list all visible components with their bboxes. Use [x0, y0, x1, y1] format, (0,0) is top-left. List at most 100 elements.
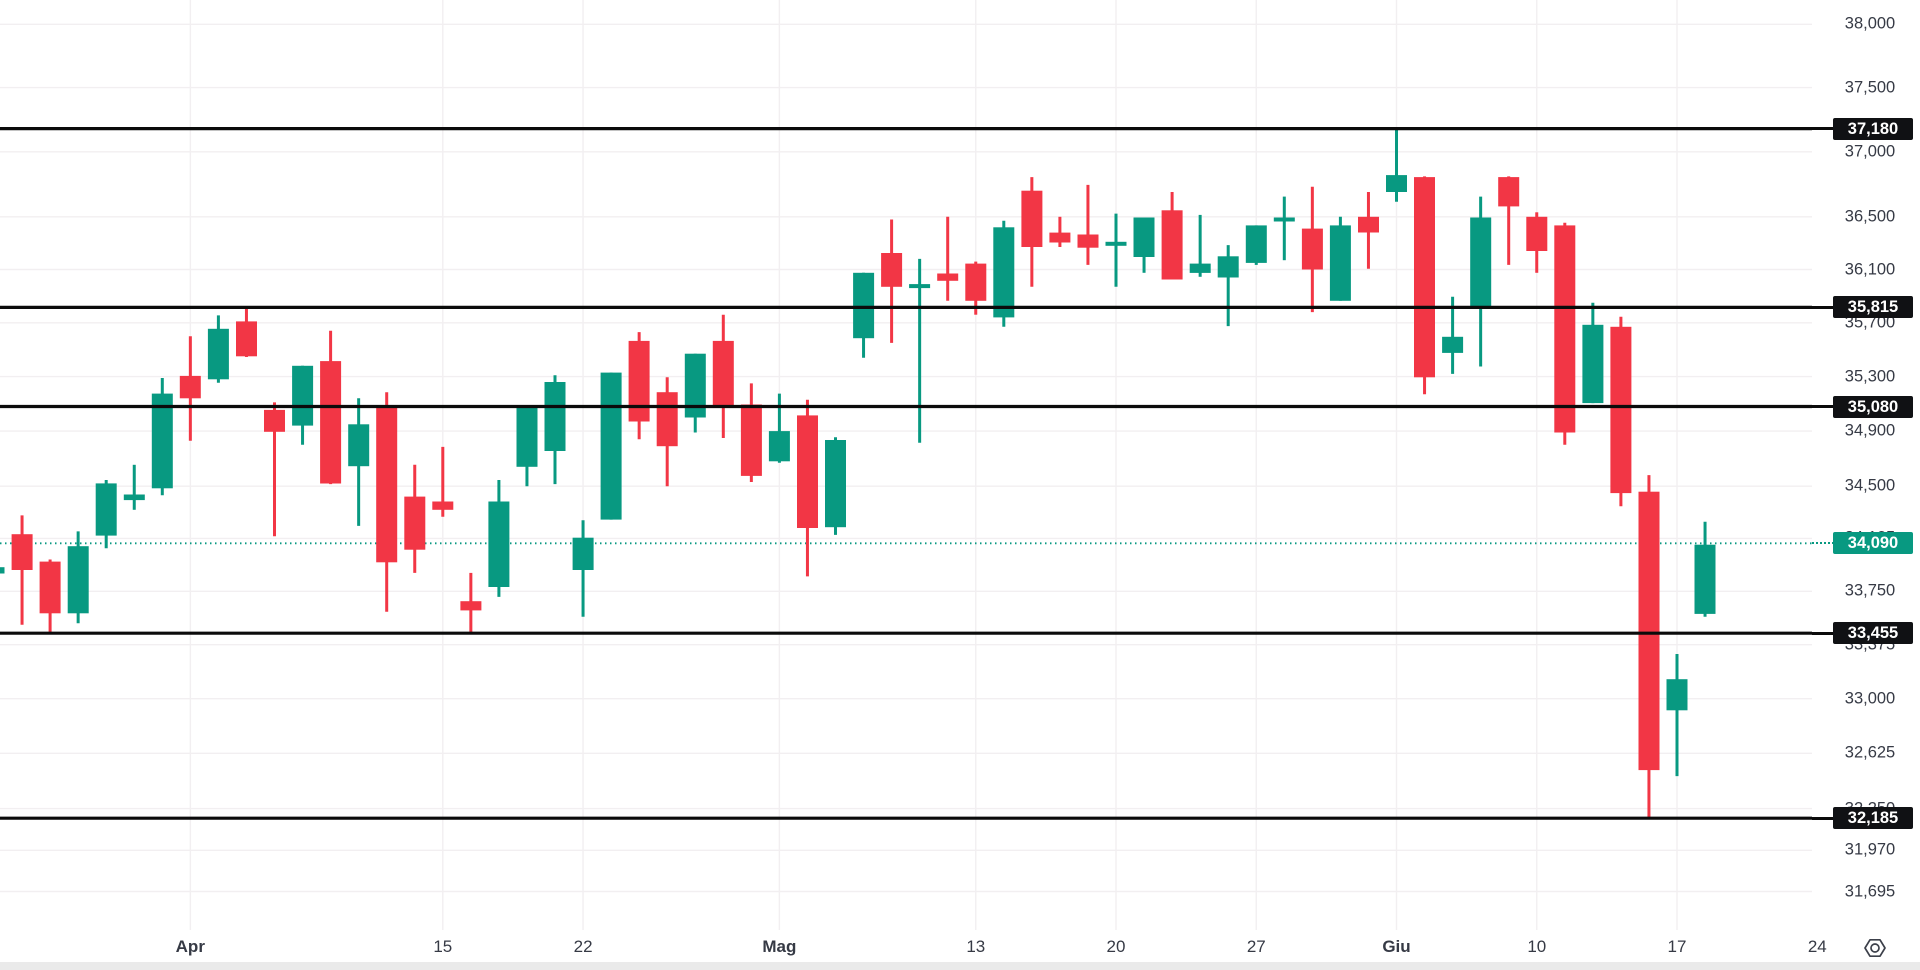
candle[interactable] [67, 546, 89, 614]
axis-settings-button[interactable] [1862, 935, 1888, 961]
candle[interactable] [11, 534, 33, 570]
candle[interactable] [1498, 177, 1520, 207]
candle[interactable] [965, 263, 987, 301]
level-line-stub [1812, 404, 1834, 409]
current-price-badge: 34,090 [1833, 532, 1913, 555]
window-edge [0, 962, 1920, 970]
candle[interactable] [1638, 491, 1660, 771]
candle[interactable] [264, 409, 285, 432]
candle[interactable] [1105, 241, 1127, 246]
level-line-stub [1812, 631, 1834, 635]
candle[interactable] [1189, 263, 1211, 273]
candle[interactable] [292, 365, 314, 426]
price-level-badge: 35,080 [1833, 395, 1913, 418]
price-axis[interactable]: 38,000 37,500 37,000 36,500 36,100 35,700 35,3… [1812, 0, 1920, 930]
candle[interactable] [740, 404, 762, 476]
candle[interactable] [1470, 217, 1492, 308]
candle[interactable] [404, 496, 426, 550]
candle[interactable] [151, 393, 173, 489]
price-tick-label: 31,695 [1844, 882, 1896, 900]
candle[interactable] [1358, 216, 1379, 233]
candle[interactable] [572, 537, 594, 570]
candle[interactable] [320, 361, 342, 484]
candle[interactable] [1217, 256, 1239, 278]
candle[interactable] [768, 431, 790, 462]
price-tick-label: 34,900 [1844, 421, 1896, 440]
candle[interactable] [684, 353, 706, 418]
time-tick-label: Mag [762, 937, 797, 956]
level-line-stub [1812, 127, 1834, 131]
candle[interactable] [656, 392, 678, 447]
candle[interactable] [1386, 175, 1407, 192]
candle[interactable] [1161, 210, 1183, 280]
time-tick-label: Giu [1382, 937, 1411, 956]
candle[interactable] [179, 375, 201, 399]
price-tick-label: 33,750 [1844, 581, 1896, 600]
time-tick-label: 27 [1246, 937, 1266, 956]
candle[interactable] [376, 407, 398, 563]
time-tick-label: 13 [966, 937, 986, 956]
current-price-stub [1812, 542, 1834, 547]
price-tick-label: 32,625 [1844, 743, 1896, 762]
candle[interactable] [1273, 217, 1295, 222]
candle[interactable] [1666, 679, 1688, 711]
candle[interactable] [95, 483, 117, 536]
candle[interactable] [881, 253, 903, 287]
price-level-badge: 32,185 [1833, 807, 1913, 830]
candle[interactable] [348, 424, 370, 467]
price-tick-label: 37,000 [1844, 142, 1896, 161]
price-level-badge: 35,815 [1833, 296, 1913, 319]
time-tick-label: 17 [1667, 937, 1687, 956]
candle[interactable] [1301, 228, 1323, 270]
candle[interactable] [236, 321, 257, 357]
time-tick-label: 10 [1527, 937, 1547, 956]
price-tick-label: 37,500 [1844, 78, 1896, 97]
candle[interactable] [1526, 216, 1548, 251]
candle[interactable] [1329, 225, 1351, 301]
candle[interactable] [600, 372, 622, 520]
time-tick-label: Apr [175, 937, 205, 956]
candle[interactable] [1442, 336, 1464, 353]
time-tick-label: 22 [573, 937, 593, 956]
candle[interactable] [853, 272, 875, 339]
time-tick-label: 20 [1106, 937, 1126, 956]
candle[interactable] [1245, 225, 1267, 263]
candle[interactable] [1133, 217, 1155, 258]
price-tick-label: 35,300 [1844, 367, 1896, 386]
price-tick-label: 34,500 [1844, 476, 1896, 495]
candle[interactable] [628, 340, 650, 422]
candle[interactable] [0, 567, 5, 574]
candle[interactable] [39, 561, 61, 614]
level-line-stub [1812, 816, 1834, 820]
candle[interactable] [1582, 324, 1604, 404]
candle[interactable] [1077, 234, 1099, 248]
candle[interactable] [544, 382, 566, 451]
candle[interactable] [1414, 177, 1435, 378]
candle[interactable] [432, 501, 454, 510]
level-line-stub [1812, 305, 1834, 309]
candle[interactable] [1694, 544, 1716, 614]
candle[interactable] [123, 494, 145, 501]
time-tick-label: 15 [433, 937, 453, 956]
time-tick-label: 24 [1807, 937, 1827, 956]
price-level-badge: 37,180 [1833, 117, 1913, 140]
candle[interactable] [797, 415, 818, 528]
candle[interactable] [1554, 225, 1576, 433]
candle[interactable] [1610, 326, 1632, 494]
price-tick-label: 38,000 [1844, 14, 1896, 33]
candle[interactable] [712, 340, 734, 408]
candle[interactable] [207, 328, 229, 380]
candle[interactable] [1021, 190, 1043, 247]
price-tick-label: 36,100 [1844, 260, 1896, 278]
candle[interactable] [488, 501, 510, 588]
candle[interactable] [1049, 232, 1071, 243]
candle[interactable] [825, 440, 846, 528]
candle[interactable] [516, 406, 538, 467]
candle[interactable] [937, 273, 959, 281]
candle[interactable] [460, 601, 482, 611]
candlestick-chart[interactable] [0, 0, 1812, 930]
candle[interactable] [993, 227, 1015, 318]
candle[interactable] [909, 284, 931, 289]
gear-icon [1864, 938, 1886, 958]
